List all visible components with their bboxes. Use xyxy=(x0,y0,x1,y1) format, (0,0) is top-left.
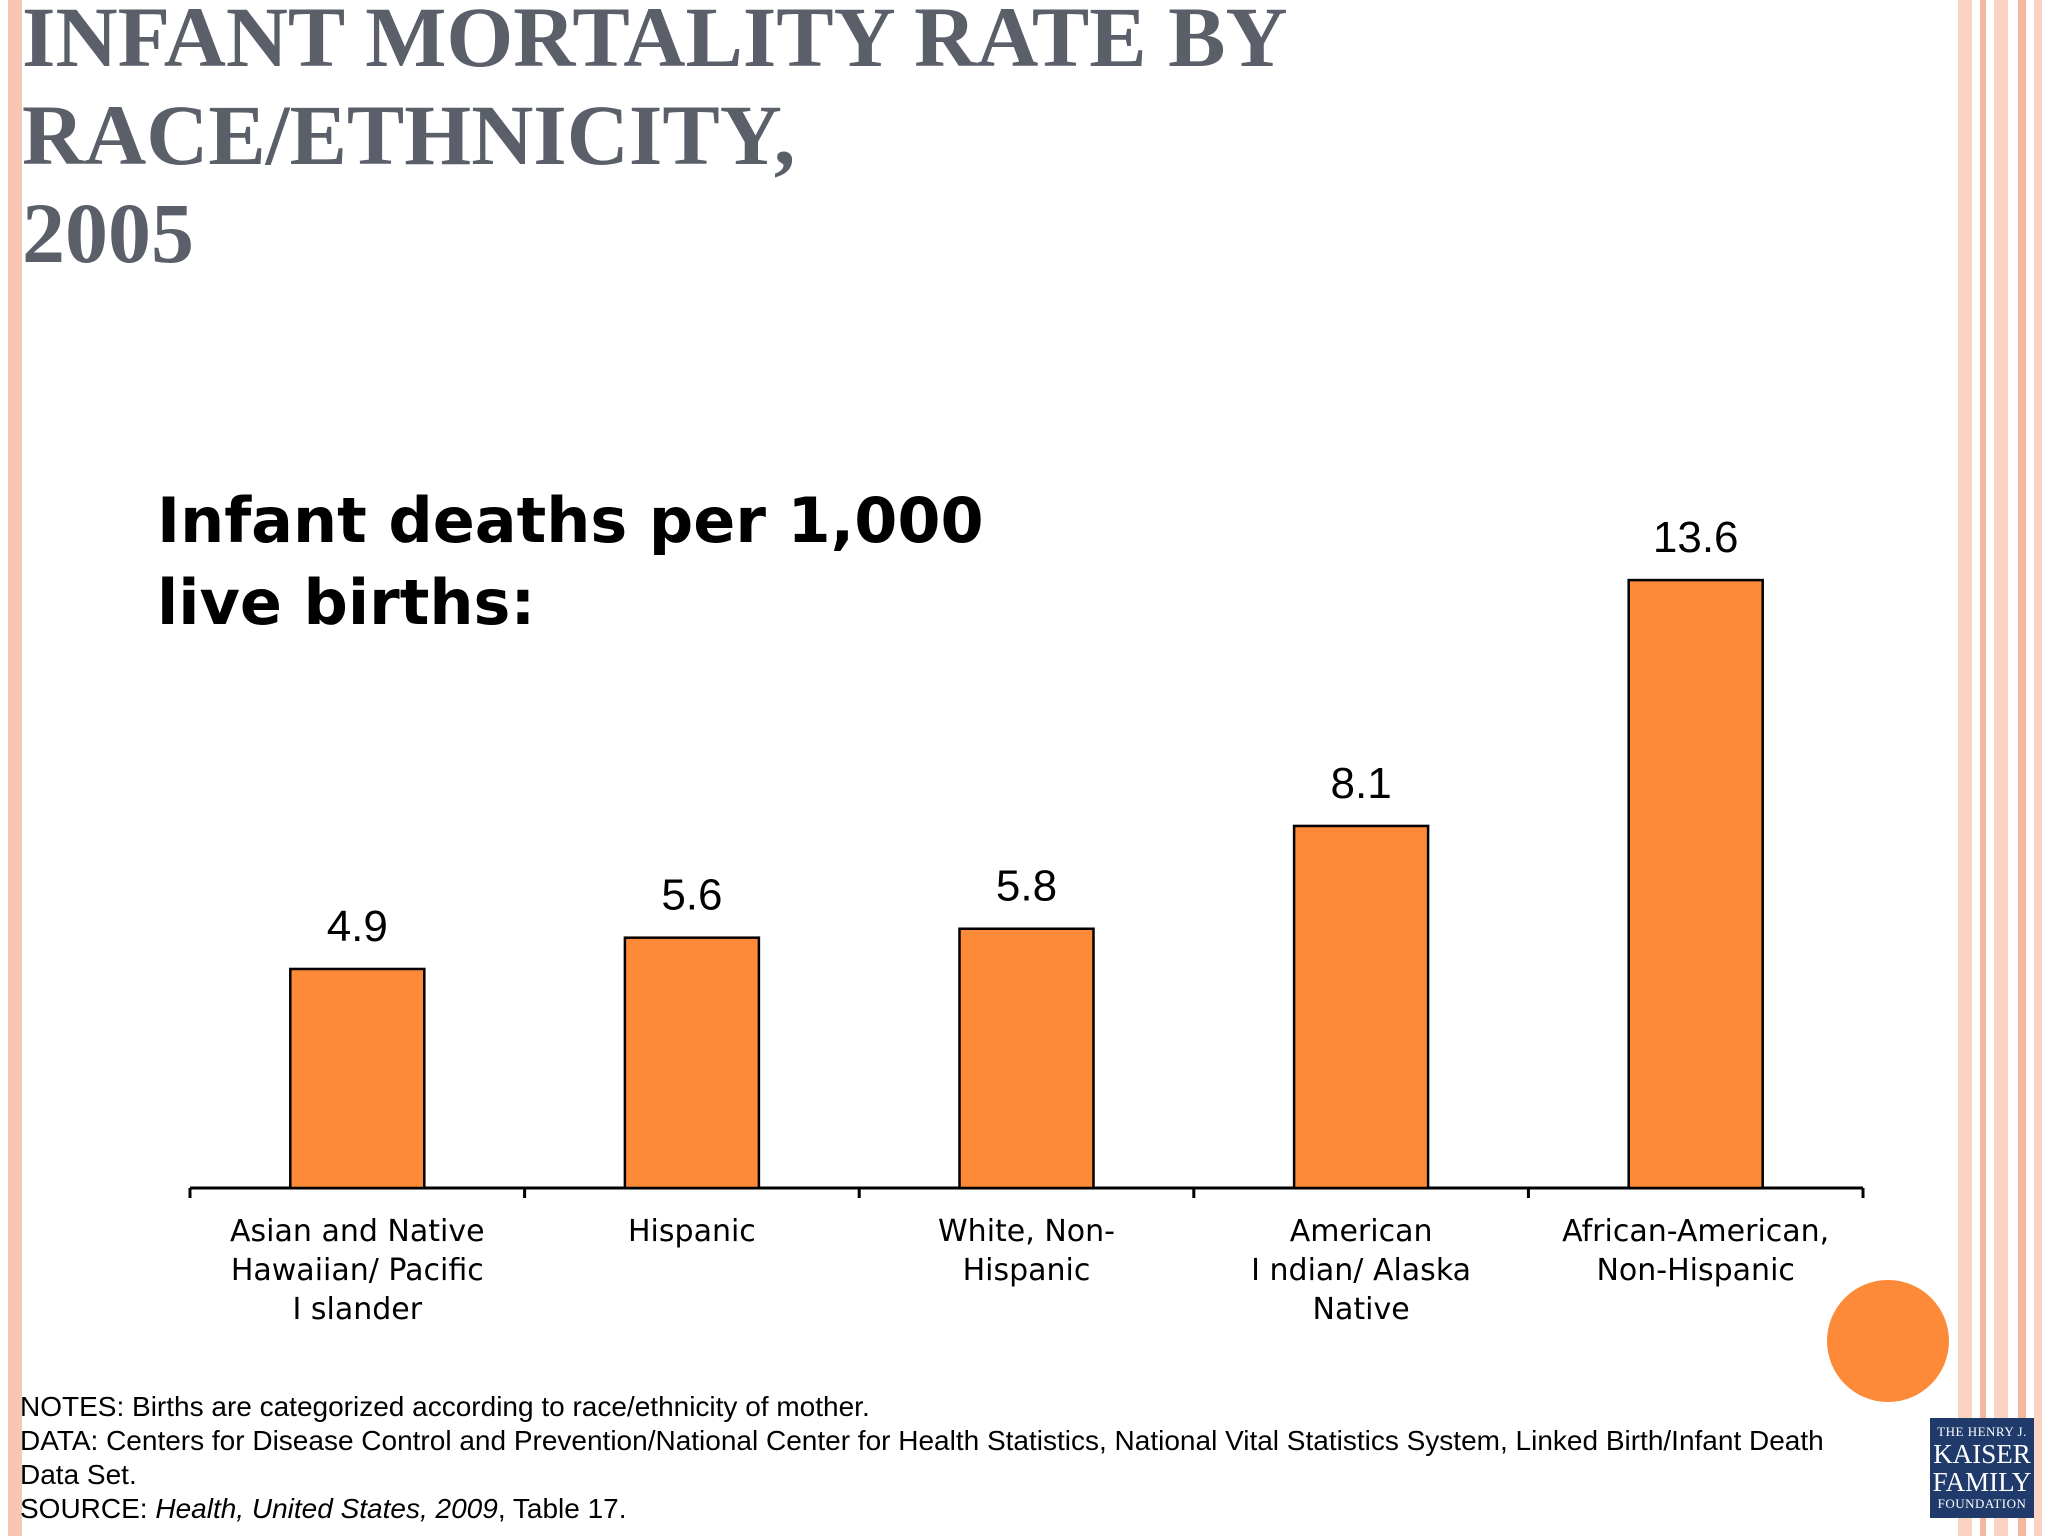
x-tick-label: Hawaiian/ Pacific xyxy=(231,1253,484,1288)
decorative-orange-circle xyxy=(1827,1280,1949,1402)
bar xyxy=(958,927,1095,1190)
x-tick-label: Hispanic xyxy=(628,1214,756,1249)
data-line-continued: Data Set. xyxy=(20,1459,137,1490)
source-line: SOURCE: Health, United States, 2009, Tab… xyxy=(20,1492,1900,1526)
notes-block: NOTES: Births are categorized according … xyxy=(20,1390,1900,1526)
bar-value-label: 13.6 xyxy=(1653,513,1739,562)
right-border-stripe-1 xyxy=(1958,0,1972,1536)
x-tick-label: Native xyxy=(1313,1292,1410,1327)
right-border-stripe-3 xyxy=(1994,0,2008,1536)
x-tick-label: Non-Hispanic xyxy=(1596,1253,1794,1288)
chart-title-line-1: Infant deaths per 1,000 xyxy=(157,484,984,557)
x-tick-label: I ndian/ Alaska xyxy=(1251,1253,1471,1288)
right-border-stripe-2 xyxy=(1980,0,1986,1536)
bar xyxy=(289,967,426,1190)
bar xyxy=(1292,824,1430,1190)
chart-title-line-2: live births: xyxy=(157,566,536,639)
notes-line: NOTES: Births are categorized according … xyxy=(20,1391,870,1422)
x-tick-label: American xyxy=(1290,1214,1433,1249)
bar-value-label: 8.1 xyxy=(1331,759,1392,808)
x-tick-label: Asian and Native xyxy=(230,1214,485,1249)
source-prefix: SOURCE: xyxy=(20,1493,156,1524)
slide-title-line-1: INFANT MORTALITY RATE BY xyxy=(22,0,1288,85)
bar-value-label: 5.6 xyxy=(661,871,722,920)
bar-value-label: 5.8 xyxy=(996,862,1057,911)
slide-title: INFANT MORTALITY RATE BY RACE/ETHNICITY,… xyxy=(22,0,1522,282)
source-suffix: , Table 17. xyxy=(497,1493,627,1524)
bar-chart: 4.9 Asian and Native Hawaiian/ Pacific I sl… xyxy=(188,513,1865,1327)
kaiser-family-foundation-logo: THE HENRY J. KAISER FAMILY FOUNDATION xyxy=(1930,1418,2034,1518)
data-line: DATA: Centers for Disease Control and Pr… xyxy=(20,1425,1824,1456)
x-tick-label: I slander xyxy=(293,1292,423,1327)
bar xyxy=(1627,578,1764,1190)
x-tick-label: African-American, xyxy=(1562,1214,1829,1249)
chart-title: Infant deaths per 1,000 live births: xyxy=(157,480,1057,644)
x-tick-label: Hispanic xyxy=(963,1253,1091,1288)
right-border-stripe-5 xyxy=(2034,0,2042,1536)
left-border-stripe xyxy=(8,0,22,1536)
source-title: Health, United States, 2009 xyxy=(155,1493,498,1524)
slide-title-line-2: RACE/ETHNICITY, xyxy=(22,87,796,183)
right-border-stripe-4 xyxy=(2018,0,2026,1536)
bar-value-label: 4.9 xyxy=(327,902,388,951)
slide-title-line-3: 2005 xyxy=(22,185,194,281)
bar xyxy=(623,936,761,1190)
x-tick-label: White, Non- xyxy=(938,1214,1115,1249)
